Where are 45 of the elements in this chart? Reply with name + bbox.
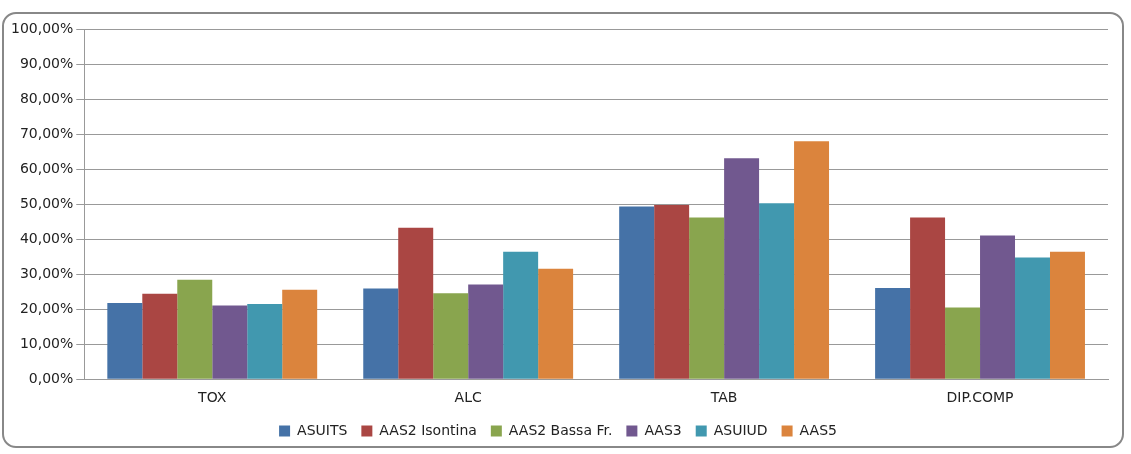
y-tick-label: 80,00% xyxy=(19,90,74,106)
bar xyxy=(1015,257,1050,379)
y-tick-label: 50,00% xyxy=(19,194,74,211)
legend-label: AAS5 xyxy=(799,421,837,438)
bar xyxy=(282,289,318,379)
y-tick-label: 60,00% xyxy=(19,159,74,176)
x-tick-label: TOX xyxy=(197,389,227,406)
legend-label: ASUIUD xyxy=(713,421,768,438)
bar xyxy=(689,217,725,379)
y-tick-label: 20,00% xyxy=(19,299,74,316)
y-tick-label: 0,00% xyxy=(28,369,74,386)
bar xyxy=(759,203,795,379)
legend-label: AAS2 Bassa Fr. xyxy=(508,421,613,438)
bar xyxy=(875,287,911,379)
bar xyxy=(503,251,539,379)
x-tick-label: ALC xyxy=(454,389,482,406)
legend-label: ASUITS xyxy=(297,421,348,438)
bar xyxy=(654,205,690,379)
y-tick-label: 10,00% xyxy=(19,334,74,351)
bar xyxy=(363,288,399,379)
bar xyxy=(945,307,981,379)
y-tick-label: 40,00% xyxy=(19,229,74,246)
bar xyxy=(247,303,283,379)
legend-label: AAS3 xyxy=(644,421,682,438)
y-tick-label: 70,00% xyxy=(19,124,74,141)
y-tick-label: 30,00% xyxy=(19,264,74,281)
x-tick-label: DIP.COMP xyxy=(946,389,1014,406)
bar xyxy=(107,302,143,379)
x-tick-label: TAB xyxy=(709,389,738,406)
bar xyxy=(468,284,504,379)
bar xyxy=(1049,251,1085,379)
bar xyxy=(910,217,946,379)
bar xyxy=(212,305,248,379)
y-tick-label: 90,00% xyxy=(19,55,74,72)
bar xyxy=(724,158,760,379)
bar xyxy=(794,141,830,379)
bar xyxy=(538,268,574,379)
y-tick-label: 100,00% xyxy=(10,20,74,37)
bar xyxy=(980,235,1016,379)
bar xyxy=(433,293,469,379)
bar xyxy=(398,227,434,379)
bar xyxy=(142,293,178,379)
legend-label: AAS2 Isontina xyxy=(379,421,477,438)
bar xyxy=(177,279,213,379)
bar xyxy=(619,206,655,379)
